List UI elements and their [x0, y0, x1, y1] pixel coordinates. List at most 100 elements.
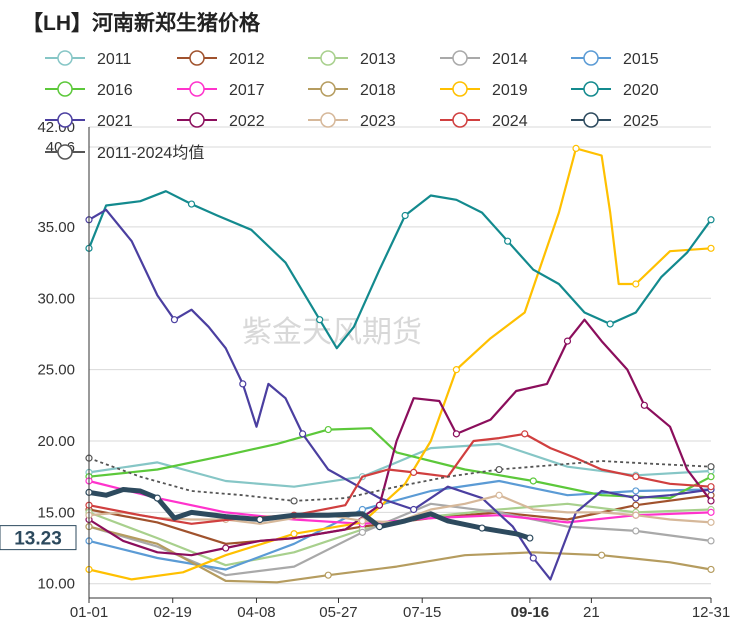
series-point-2025	[256, 515, 264, 524]
legend-swatch-marker	[57, 81, 73, 97]
legend-item-2015[interactable]: 2015	[571, 50, 659, 68]
series-point-2014	[707, 537, 715, 545]
axes: 10.0015.0020.0025.0030.0035.0040.642.000…	[37, 119, 730, 621]
series-point-2019	[707, 244, 715, 252]
series-point-2025	[153, 494, 161, 502]
series-point-2021	[170, 316, 179, 324]
legend-swatch-marker	[189, 81, 205, 97]
legend-item-2016[interactable]: 2016	[45, 81, 133, 99]
legend-item-2021[interactable]: 2021	[45, 112, 133, 130]
legend-swatch-marker	[57, 112, 73, 128]
legend-item-2023[interactable]: 2023	[308, 112, 396, 130]
legend-item-2018[interactable]: 2018	[308, 81, 396, 99]
legend-label: 2011	[97, 51, 132, 68]
series-point-2022	[375, 501, 384, 509]
y-tick-label: 25.00	[37, 362, 75, 379]
legend-swatch-marker	[57, 50, 73, 66]
series-point-2022	[640, 401, 648, 409]
legend-item-2013[interactable]: 2013	[308, 50, 396, 68]
legend-swatch-marker	[583, 50, 599, 66]
legend-swatch-marker	[583, 112, 599, 128]
legend-item-2012[interactable]: 2012	[177, 50, 265, 68]
legend-item-2025[interactable]: 2025	[571, 112, 659, 130]
legend-label: 2012	[229, 51, 265, 68]
y-tick-label: 15.00	[37, 504, 75, 521]
series-line-2011-2024均值	[88, 457, 712, 502]
series-point-2019	[290, 530, 298, 538]
series-point-2012	[632, 501, 640, 509]
legend-swatch-marker	[320, 81, 336, 97]
legend-swatch-marker	[320, 112, 336, 128]
series-line-2015	[88, 479, 712, 571]
series-point-2016	[707, 473, 715, 481]
series-point-2023	[358, 517, 367, 525]
series-point-2023	[495, 491, 503, 499]
series-line-2011	[88, 442, 712, 488]
series-point-2018	[598, 551, 606, 559]
series-point-2021	[239, 380, 247, 388]
series-line-2018	[88, 525, 712, 584]
legend-label: 2023	[360, 113, 396, 130]
legend[interactable]: 2011 2012 2013 2014 2015 2016 2017 2018 2019 2020…	[45, 50, 659, 162]
legend-label: 2025	[623, 113, 659, 130]
legend-label: 2021	[97, 113, 133, 130]
legend-item-2022[interactable]: 2022	[177, 112, 265, 130]
legend-swatch-marker	[189, 50, 205, 66]
current-value-box: 13.23	[0, 525, 77, 551]
series-point-2011-2024均值	[707, 463, 715, 471]
legend-label: 2019	[492, 82, 528, 99]
legend-item-2020[interactable]: 2020	[571, 81, 659, 99]
series-point-2017	[707, 508, 715, 516]
series-line-2021	[88, 208, 712, 581]
current-value-rect	[0, 525, 77, 551]
series-point-2016	[529, 477, 537, 485]
series-point-2020	[401, 211, 409, 220]
series-point-2014	[632, 527, 640, 535]
series-point-2018	[707, 565, 715, 574]
series-point-2021	[529, 554, 537, 562]
watermark: 紫金天风期货	[242, 316, 422, 349]
legend-swatch-marker	[452, 50, 468, 66]
y-tick-label: 35.00	[37, 219, 75, 236]
legend-label: 2014	[492, 51, 528, 68]
current-value-callout: 13.23	[0, 525, 77, 551]
series-point-2016	[324, 425, 332, 434]
series-point-2014	[358, 528, 367, 536]
legend-item-2019[interactable]: 2019	[440, 81, 528, 99]
x-tick-label: 09-16	[511, 604, 549, 621]
x-tick-label: 02-19	[154, 604, 192, 621]
legend-swatch-marker	[452, 81, 468, 97]
legend-item-2024[interactable]: 2024	[440, 112, 528, 130]
x-tick-label: 12-31	[692, 604, 730, 621]
legend-item-2017[interactable]: 2017	[177, 81, 265, 99]
legend-label: 2013	[360, 51, 396, 68]
series-layer	[85, 144, 715, 584]
series-point-2024	[632, 473, 640, 481]
series-point-2011-2024均值	[290, 497, 298, 505]
legend-item-2014[interactable]: 2014	[440, 50, 528, 68]
x-tick-label: 01-01	[70, 604, 108, 621]
legend-item-2011[interactable]: 2011	[45, 50, 132, 68]
series-line-2019	[88, 147, 712, 581]
series-point-2011-2024均值	[495, 465, 503, 474]
series-line-2022	[88, 318, 712, 557]
series-point-2018	[324, 571, 332, 579]
series-point-2022	[563, 337, 572, 345]
legend-swatch-marker	[320, 50, 336, 66]
legend-label: 2020	[623, 82, 659, 99]
legend-item-2011-2024均值[interactable]: 2011-2024均值	[45, 144, 204, 162]
series-point-2019	[572, 144, 580, 153]
series-point-2020	[316, 316, 324, 324]
series-point-2022	[222, 544, 230, 552]
legend-swatch-marker	[189, 112, 205, 128]
legend-label: 2024	[492, 113, 528, 130]
legend-label: 2018	[360, 82, 396, 99]
series-point-2025	[526, 534, 534, 542]
series-point-2025	[478, 524, 486, 532]
series-point-2024	[410, 468, 418, 476]
chart-title: 【LH】河南新郑生猪价格	[22, 11, 261, 35]
legend-label: 2016	[97, 82, 133, 99]
series-point-2022	[452, 430, 460, 438]
series-point-2023	[632, 511, 640, 519]
series-point-2020	[707, 216, 715, 224]
